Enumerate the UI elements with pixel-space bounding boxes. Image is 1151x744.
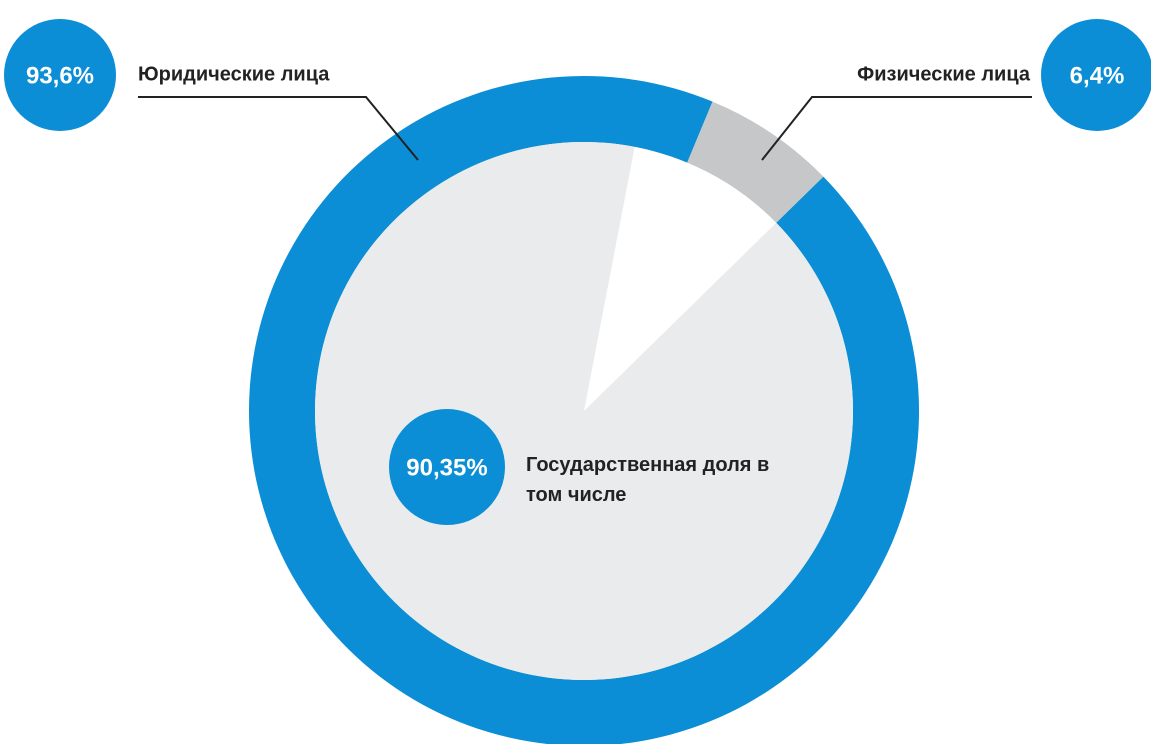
value-badge (4, 19, 116, 131)
value-badge (389, 409, 505, 525)
leader-line (138, 96, 419, 161)
value-label: 6,4% (1070, 62, 1125, 89)
leader-line (761, 96, 1032, 161)
value-label: 93,6% (26, 62, 94, 89)
legend-label: Физические лица (857, 63, 1031, 85)
value-label: 90,35% (406, 454, 487, 481)
legend-label: Юридические лица (138, 63, 330, 85)
legend-label-box: Государственная доля в том числе (526, 454, 770, 506)
value-badge (1041, 19, 1151, 131)
pie-slice (315, 142, 853, 681)
donut-segment (687, 101, 824, 223)
legend-label: Государственная доля в том числе (526, 454, 770, 506)
